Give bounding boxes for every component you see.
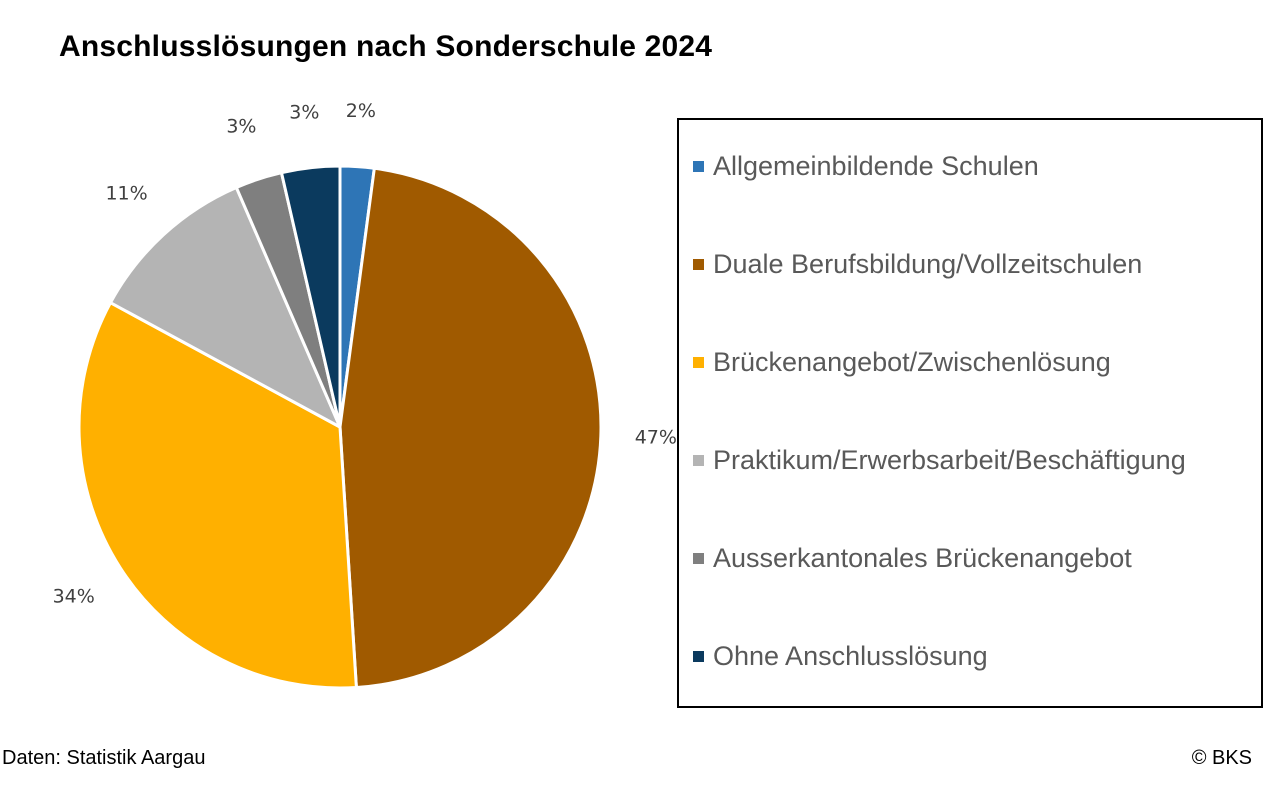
legend-item-praktikum: Praktikum/Erwerbsarbeit/Beschäftigung <box>693 440 1186 480</box>
pie-data-label-1: 2% <box>346 100 376 122</box>
legend-label: Brückenangebot/Zwischenlösung <box>713 346 1111 377</box>
legend-label: Allgemeinbildende Schulen <box>713 150 1039 181</box>
legend-item-duale-berufsbildung: Duale Berufsbildung/Vollzeitschulen <box>693 244 1142 284</box>
legend-swatch <box>693 160 704 172</box>
legend-item-allgemeinbildende-schulen: Allgemeinbildende Schulen <box>693 146 1039 186</box>
legend-item-ohne-anschlussloesung: Ohne Anschlusslösung <box>693 636 988 676</box>
source-note: Daten: Statistik Aargau <box>2 747 206 769</box>
legend-label: Ohne Anschlusslösung <box>713 640 988 671</box>
pie-slices <box>77 164 603 690</box>
legend-swatch <box>693 552 704 564</box>
pie-slice-2 <box>338 166 603 689</box>
chart-legend: Allgemeinbildende Schulen Duale Berufsbi… <box>677 118 1263 708</box>
pie-slice-6 <box>279 164 342 429</box>
pie-data-label-2: 47% <box>635 426 677 448</box>
legend-swatch <box>693 258 704 270</box>
pie-slice-4 <box>108 185 342 429</box>
pie-data-label-4: 11% <box>105 182 147 204</box>
legend-swatch <box>693 454 704 466</box>
pie-data-label-3: 34% <box>53 586 95 608</box>
pie-labels: 2% 47% 34% 11% 3% 3% <box>53 100 677 607</box>
legend-item-ausserkantonales-brueckenangebot: Ausserkantonales Brückenangebot <box>693 538 1132 578</box>
legend-label: Ausserkantonales Brückenangebot <box>713 542 1132 573</box>
legend-label: Duale Berufsbildung/Vollzeitschulen <box>713 248 1143 279</box>
legend-label: Praktikum/Erwerbsarbeit/Beschäftigung <box>713 444 1186 475</box>
legend-item-brueckenangebot: Brückenangebot/Zwischenlösung <box>693 342 1111 382</box>
pie-data-label-6: 3% <box>289 102 319 124</box>
copyright-note: © BKS <box>1191 747 1252 769</box>
pie-chart: 2% 47% 34% 11% 3% 3% <box>53 100 677 690</box>
chart-title: Anschlusslösungen nach Sonderschule 2024 <box>59 30 713 63</box>
legend-swatch <box>693 650 704 662</box>
legend-swatch <box>693 356 704 368</box>
pie-data-label-5: 3% <box>226 115 256 137</box>
